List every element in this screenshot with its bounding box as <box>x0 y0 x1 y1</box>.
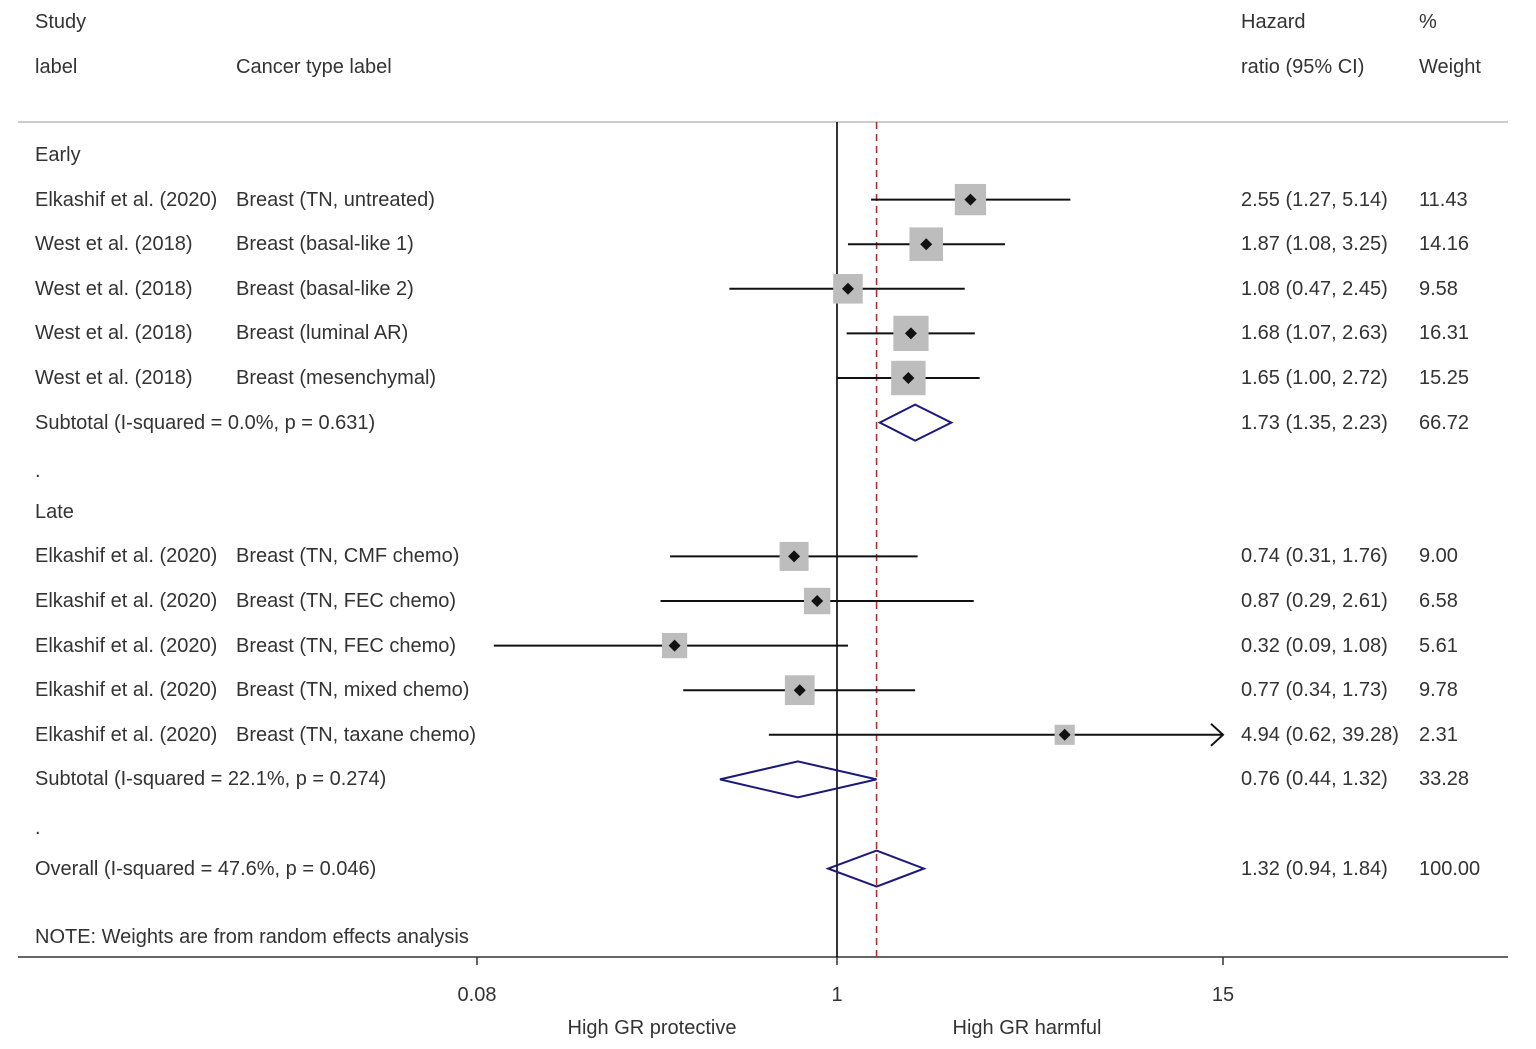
hazard-ratio-ci: 2.55 (1.27, 5.14) <box>1241 188 1388 211</box>
hazard-ratio-ci: 0.32 (0.09, 1.08) <box>1241 634 1388 657</box>
point-estimate <box>788 550 801 563</box>
subtotal-label: Subtotal (I-squared = 0.0%, p = 0.631) <box>35 411 376 434</box>
study-label: West et al. (2018) <box>35 233 193 256</box>
x-tick-label: 15 <box>1212 984 1234 1006</box>
point-estimate <box>904 327 917 340</box>
header-hazard-ratio-line2: ratio (95% CI) <box>1241 56 1365 78</box>
header-study-label-line2: label <box>35 56 78 78</box>
x-tick-label: 1 <box>831 984 842 1006</box>
weight-value: 33.28 <box>1419 768 1470 791</box>
cancer-type-label: Breast (basal-like 2) <box>236 277 414 300</box>
weight-value: 14.16 <box>1419 233 1470 256</box>
group-label: Late <box>35 500 74 523</box>
overall-diamond <box>825 849 927 888</box>
hazard-ratio-ci: 0.77 (0.34, 1.73) <box>1241 679 1388 702</box>
cancer-type-label: Breast (TN, FEC chemo) <box>236 634 457 657</box>
x-tick-label: 0.08 <box>458 984 497 1006</box>
group-label: Early <box>35 144 81 166</box>
weight-value: 9.78 <box>1419 679 1458 702</box>
point-estimate <box>841 282 854 295</box>
study-label: Elkashif et al. (2020) <box>35 723 218 746</box>
study-label: Elkashif et al. (2020) <box>35 188 218 211</box>
study-label: West et al. (2018) <box>35 277 193 300</box>
header-weight-line1: % <box>1419 11 1437 33</box>
hazard-ratio-ci: 1.87 (1.08, 3.25) <box>1241 233 1388 256</box>
study-label: West et al. (2018) <box>35 322 193 345</box>
weight-value: 100.00 <box>1419 857 1481 880</box>
weight-value: 9.58 <box>1419 277 1458 300</box>
cancer-type-label: Breast (basal-like 1) <box>236 233 414 256</box>
weight-value: 5.61 <box>1419 634 1458 657</box>
header-cancer-type-label: Cancer type label <box>236 56 392 78</box>
point-estimate <box>920 238 933 251</box>
cancer-type-label: Breast (TN, CMF chemo) <box>236 545 460 568</box>
study-label: Elkashif et al. (2020) <box>35 545 218 568</box>
cancer-type-label: Breast (TN, untreated) <box>236 188 435 211</box>
point-estimate <box>902 372 915 384</box>
cancer-type-label: Breast (TN, FEC chemo) <box>236 590 457 612</box>
subtotal-label: Subtotal (I-squared = 22.1%, p = 0.274) <box>35 768 387 791</box>
subtotal-diamond <box>719 760 877 799</box>
hazard-ratio-ci: 1.68 (1.07, 2.63) <box>1241 322 1388 345</box>
cancer-type-label: Breast (TN, mixed chemo) <box>236 679 470 702</box>
x-label-right: High GR harmful <box>953 1017 1102 1039</box>
spacer-dot: . <box>35 817 41 839</box>
footnote: NOTE: Weights are from random effects an… <box>35 926 469 948</box>
weight-value: 15.25 <box>1419 367 1470 389</box>
header-weight-line2: Weight <box>1419 56 1481 78</box>
hazard-ratio-ci: 1.65 (1.00, 2.72) <box>1241 367 1388 389</box>
ci-arrow <box>1210 723 1225 747</box>
overall-label: Overall (I-squared = 47.6%, p = 0.046) <box>35 857 377 880</box>
weight-value: 9.00 <box>1419 545 1458 568</box>
x-label-left: High GR protective <box>568 1017 737 1039</box>
header-hazard-ratio-line1: Hazard <box>1241 11 1306 33</box>
weight-value: 11.43 <box>1419 188 1468 211</box>
study-label: Elkashif et al. (2020) <box>35 590 218 612</box>
point-estimate <box>668 639 681 652</box>
hazard-ratio-ci: 1.73 (1.35, 2.23) <box>1241 411 1388 434</box>
spacer-dot: . <box>35 460 41 483</box>
hazard-ratio-ci: 0.74 (0.31, 1.76) <box>1241 545 1388 568</box>
point-estimate <box>964 193 977 206</box>
cancer-type-label: Breast (TN, taxane chemo) <box>236 723 477 746</box>
study-label: Elkashif et al. (2020) <box>35 679 218 702</box>
point-estimate <box>811 595 824 607</box>
point-estimate <box>1058 728 1071 741</box>
subtotal-diamond <box>877 403 954 442</box>
point-estimate <box>793 684 806 697</box>
hazard-ratio-ci: 4.94 (0.62, 39.28) <box>1241 723 1399 746</box>
study-label: West et al. (2018) <box>35 367 193 389</box>
weight-value: 6.58 <box>1419 590 1458 612</box>
cancer-type-label: Breast (mesenchymal) <box>236 367 437 389</box>
study-label: Elkashif et al. (2020) <box>35 634 218 657</box>
hazard-ratio-ci: 1.32 (0.94, 1.84) <box>1241 857 1388 880</box>
hazard-ratio-ci: 0.76 (0.44, 1.32) <box>1241 768 1388 791</box>
hazard-ratio-ci: 0.87 (0.29, 2.61) <box>1241 590 1388 612</box>
hazard-ratio-ci: 1.08 (0.47, 2.45) <box>1241 277 1388 300</box>
header-study-label-line1: Study <box>35 11 87 33</box>
weight-value: 16.31 <box>1419 322 1470 345</box>
weight-value: 2.31 <box>1419 723 1458 746</box>
weight-value: 66.72 <box>1419 411 1470 434</box>
cancer-type-label: Breast (luminal AR) <box>236 322 409 345</box>
